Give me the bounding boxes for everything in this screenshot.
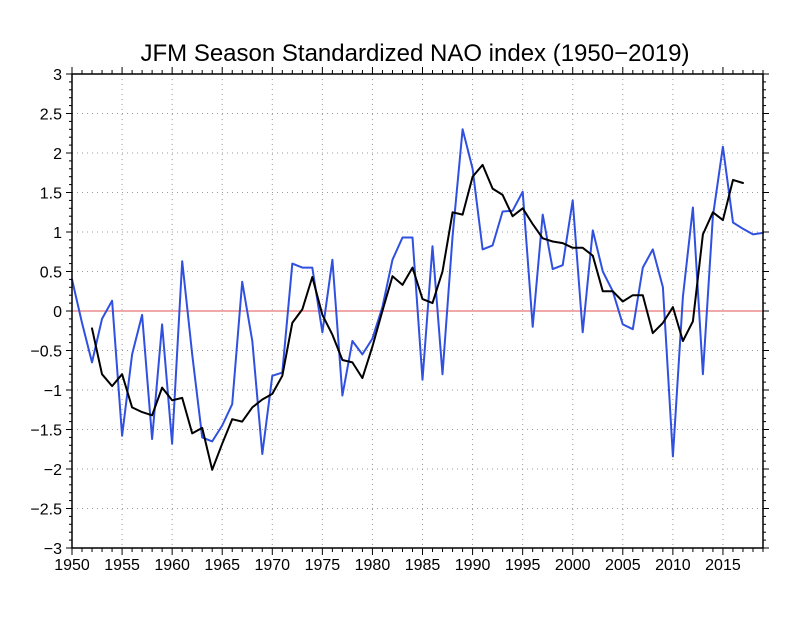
y-tick-label: 2 <box>53 146 62 163</box>
annual-index-line <box>71 128 764 458</box>
x-tick-label: 2000 <box>555 557 591 574</box>
x-tick-label: 1965 <box>204 557 240 574</box>
y-tick-label: 1.5 <box>40 186 62 203</box>
x-tick-label: 1970 <box>254 557 290 574</box>
smoothed-index-line <box>91 163 744 471</box>
x-tick-label: 2015 <box>705 557 741 574</box>
x-tick-label: 1995 <box>505 557 541 574</box>
y-tick-label: −2 <box>44 462 62 479</box>
tick-layer <box>66 67 769 555</box>
x-tick-label: 1950 <box>54 557 90 574</box>
chart-title: JFM Season Standardized NAO index (1950−… <box>141 40 690 67</box>
y-tick-label: −1.5 <box>30 423 62 440</box>
y-tick-label: 2.5 <box>40 107 62 124</box>
y-tick-label: −0.5 <box>30 344 62 361</box>
x-tick-label: 1980 <box>355 557 391 574</box>
y-tick-label: 0.5 <box>40 265 62 282</box>
y-tick-label: −2.5 <box>30 502 62 519</box>
y-tick-label: −1 <box>44 383 62 400</box>
y-tick-label: 3 <box>53 67 62 84</box>
x-tick-label: 1985 <box>405 557 441 574</box>
x-tick-label: 2010 <box>655 557 691 574</box>
series-layer <box>71 128 764 471</box>
x-tick-label: 1955 <box>104 557 140 574</box>
y-tick-label: 1 <box>53 225 62 242</box>
y-tick-label: −3 <box>44 541 62 558</box>
x-tick-label: 2005 <box>605 557 641 574</box>
x-tick-label: 1960 <box>154 557 190 574</box>
x-tick-label: 1990 <box>455 557 491 574</box>
y-tick-label: 0 <box>53 304 62 321</box>
x-tick-label: 1975 <box>305 557 341 574</box>
